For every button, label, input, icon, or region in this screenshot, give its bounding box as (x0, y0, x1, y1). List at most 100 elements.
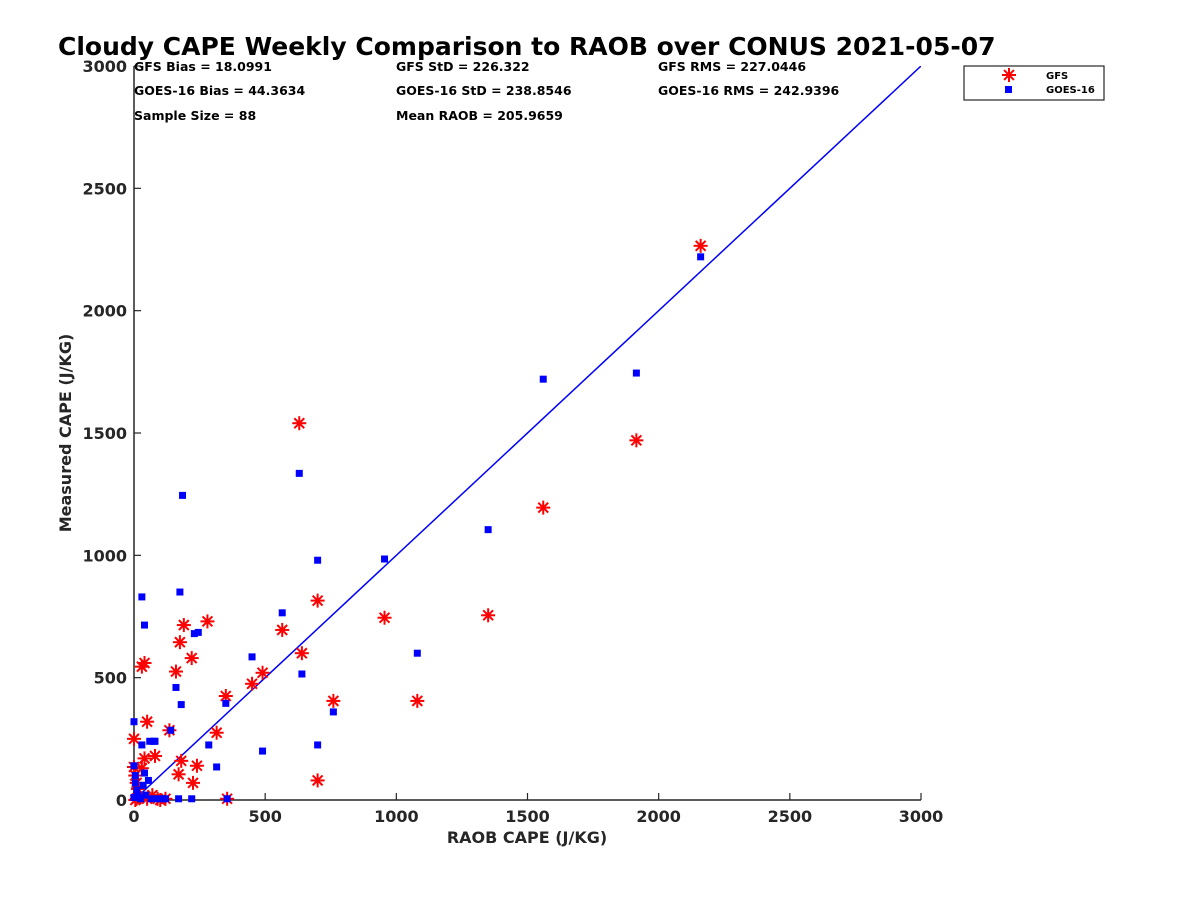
goes-point (139, 781, 147, 789)
goes-point (329, 708, 337, 716)
stat-goes-std: GOES-16 StD = 238.8546 (396, 83, 572, 98)
x-tick-label: 1000 (374, 807, 419, 826)
legend-gfs-marker (1002, 68, 1016, 82)
goes-point (138, 593, 146, 601)
goes-point (175, 795, 183, 803)
goes-point (484, 526, 492, 534)
y-tick-label: 0 (116, 791, 127, 810)
chart-title: Cloudy CAPE Weekly Comparison to RAOB ov… (58, 32, 996, 61)
stat-sample-size: Sample Size = 88 (134, 108, 256, 123)
goes-point (248, 653, 256, 661)
goes-point (142, 791, 150, 799)
legend-box (963, 65, 1105, 101)
goes-point (130, 794, 138, 802)
stat-goes-bias: GOES-16 Bias = 44.3634 (134, 83, 305, 98)
gfs-point (245, 676, 260, 691)
stat-gfs-bias: GFS Bias = 18.0991 (134, 59, 272, 74)
goes-point (144, 776, 152, 784)
goes-point (632, 369, 640, 377)
y-tick-label: 1500 (82, 424, 127, 443)
y-axis-label: Measured CAPE (J/KG) (56, 334, 75, 533)
x-ticks: 0 500 1000 1500 2000 2500 3000 (128, 793, 943, 826)
goes-point (314, 741, 322, 749)
goes-point (167, 726, 175, 734)
x-tick-label: 500 (248, 807, 281, 826)
goes-point (381, 555, 389, 563)
gfs-point (127, 731, 141, 746)
y-tick-label: 2500 (82, 179, 127, 198)
goes-point (172, 683, 180, 691)
y-tick-label: 2000 (82, 302, 127, 321)
gfs-point (377, 610, 392, 625)
goes-point (131, 779, 139, 787)
legend-gfs-asterisk (1002, 68, 1016, 82)
stat-gfs-rms: GFS RMS = 227.0446 (658, 59, 806, 74)
legend-goes-label: GOES-16 (1046, 85, 1095, 96)
goes-series (130, 253, 705, 803)
goes-point (147, 795, 155, 803)
gfs-point (168, 664, 183, 679)
goes-point (138, 741, 146, 749)
x-tick-label: 3000 (899, 807, 944, 826)
x-tick-label: 2000 (636, 807, 681, 826)
gfs-point (294, 646, 309, 661)
goes-point (413, 649, 421, 657)
goes-point (298, 670, 306, 678)
gfs-point (536, 500, 551, 515)
goes-point (205, 741, 213, 749)
gfs-point (255, 665, 270, 680)
stat-goes-rms: GOES-16 RMS = 242.9396 (658, 83, 840, 98)
gfs-point (184, 651, 199, 666)
y-tick-label: 500 (94, 669, 127, 688)
gfs-point (172, 635, 187, 650)
goes-point (131, 772, 139, 780)
goes-point (146, 737, 154, 745)
goes-point (133, 786, 141, 794)
gfs-point (410, 693, 425, 708)
x-tick-label: 2500 (768, 807, 813, 826)
gfs-point (326, 693, 341, 708)
goes-point (295, 469, 303, 477)
gfs-point (174, 753, 189, 768)
goes-point (314, 556, 322, 564)
gfs-point (275, 622, 290, 637)
gfs-point (310, 593, 325, 608)
goes-point (697, 253, 705, 261)
gfs-point (629, 433, 644, 448)
gfs-point (137, 751, 152, 766)
goes-point (223, 795, 231, 803)
stat-gfs-std: GFS StD = 226.322 (396, 59, 530, 74)
gfs-series (127, 238, 708, 807)
goes-point (539, 375, 547, 383)
legend: GFS GOES-16 (963, 65, 1105, 101)
gfs-point (209, 725, 224, 740)
x-axis-label: RAOB CAPE (J/KG) (447, 828, 607, 847)
gfs-point (134, 659, 149, 674)
goes-point (130, 762, 138, 770)
gfs-point (171, 767, 186, 782)
gfs-point (292, 416, 307, 431)
goes-point (188, 795, 196, 803)
gfs-point (200, 614, 215, 629)
goes-point (130, 718, 138, 726)
gfs-point (189, 758, 204, 773)
gfs-point (147, 748, 162, 763)
goes-point (259, 747, 267, 755)
gfs-point (218, 689, 233, 704)
goes-point (140, 769, 148, 777)
gfs-point (693, 238, 708, 253)
legend-gfs-label: GFS (1046, 71, 1068, 82)
gfs-point (176, 618, 191, 633)
goes-point (179, 491, 187, 499)
gfs-point (481, 608, 496, 623)
y-tick-label: 3000 (82, 57, 127, 76)
y-tick-label: 1000 (82, 546, 127, 565)
one-to-one-line (134, 66, 921, 800)
goes-point (154, 795, 162, 803)
legend-goes-marker (1005, 86, 1012, 93)
goes-point (278, 609, 286, 617)
gfs-point (140, 714, 155, 729)
goes-point (177, 701, 185, 709)
x-tick-label: 0 (128, 807, 139, 826)
